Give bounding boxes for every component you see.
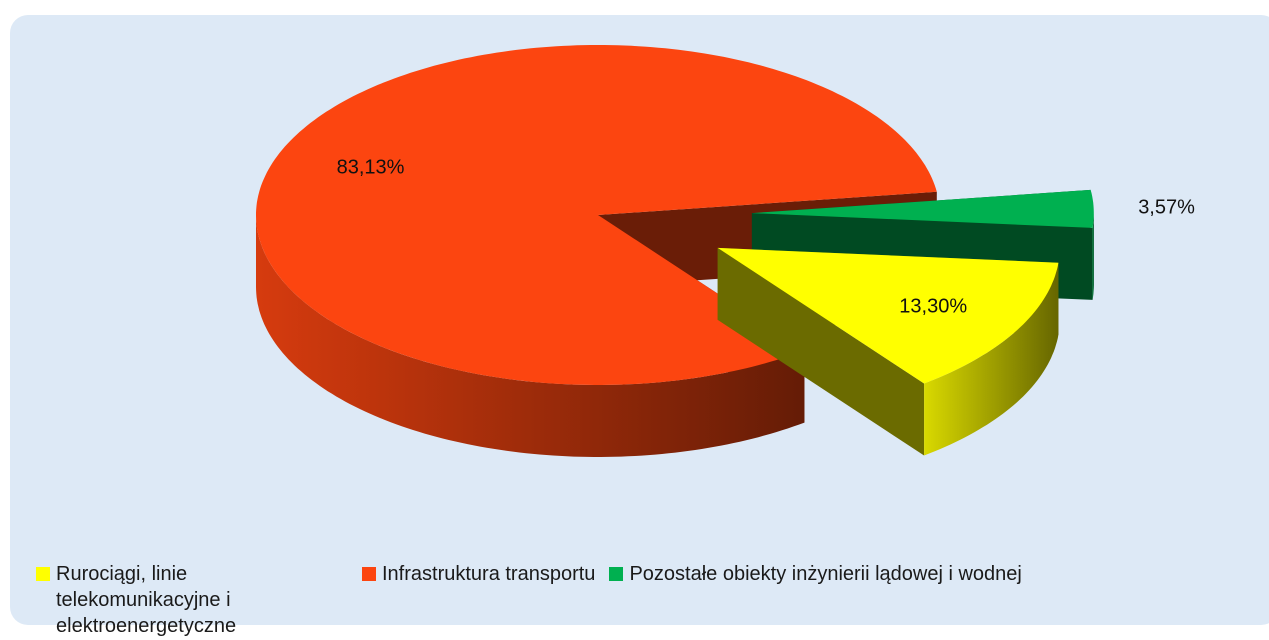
slice	[751, 189, 1094, 228]
legend-item: Infrastruktura transportu	[362, 561, 595, 587]
slice-side	[256, 215, 805, 457]
data-label: 13,30%	[899, 295, 967, 317]
slice	[717, 247, 1059, 384]
legend-item: Rurociągi, linie telekomunikacyjne i ele…	[36, 561, 348, 639]
slice-cut-face	[717, 247, 925, 456]
legend-swatch	[36, 567, 50, 581]
slice-side	[924, 262, 1059, 456]
slice	[256, 45, 937, 385]
legend-swatch	[362, 567, 376, 581]
legend-label: Infrastruktura transportu	[382, 563, 596, 585]
legend: Rurociągi, linie telekomunikacyjne i ele…	[36, 561, 1022, 639]
legend-label: Pozostałe obiekty inżynierii lądowej i w…	[629, 563, 1022, 585]
legend-label: Rurociągi, linie telekomunikacyjne i ele…	[56, 563, 237, 637]
data-label: 3,57%	[1138, 197, 1195, 219]
legend-swatch	[609, 567, 624, 581]
slice-side	[1092, 213, 1094, 300]
legend-item: Pozostałe obiekty inżynierii lądowej i w…	[609, 561, 1022, 587]
data-label: 83,13%	[337, 156, 405, 178]
